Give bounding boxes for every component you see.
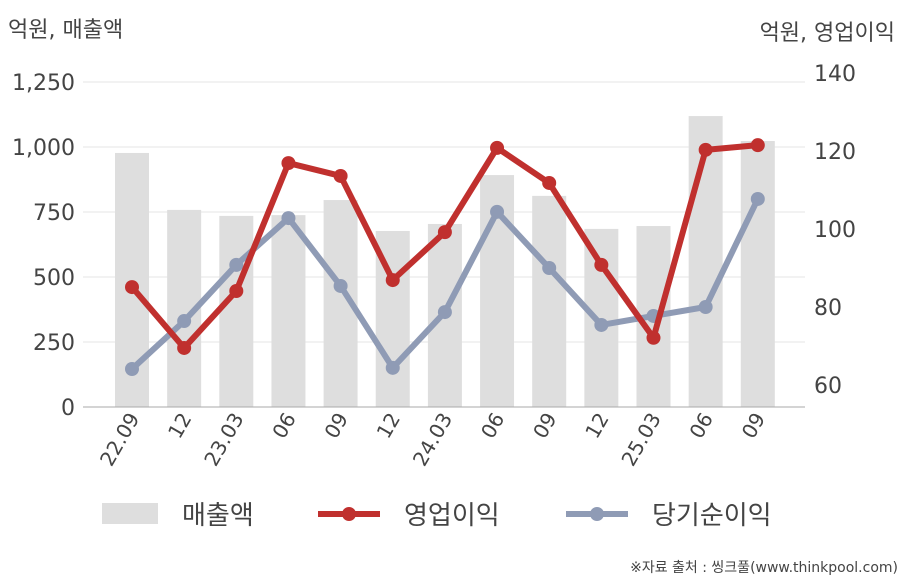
point-당기순이익: [594, 317, 609, 332]
point-당기순이익: [490, 204, 505, 219]
point-영업이익: [229, 284, 244, 299]
point-당기순이익: [437, 305, 452, 320]
bar-06: [271, 215, 306, 407]
point-영업이익: [490, 140, 505, 155]
point-당기순이익: [125, 362, 139, 377]
legend-marker: [590, 507, 604, 521]
point-영업이익: [125, 280, 139, 295]
left-tick-label: 750: [33, 201, 75, 226]
left-tick-label: 250: [33, 331, 75, 356]
point-영업이익: [333, 168, 348, 183]
point-영업이익: [542, 175, 557, 190]
point-당기순이익: [542, 261, 557, 275]
right-tick-label: 80: [814, 296, 842, 321]
legend-label: 매출액: [182, 501, 254, 531]
x-tick-label: 23.03: [199, 409, 248, 471]
point-당기순이익: [385, 360, 400, 375]
x-tick-label: 06: [267, 409, 301, 443]
point-당기순이익: [333, 278, 348, 293]
bar-06: [688, 116, 723, 407]
point-당기순이익: [177, 314, 192, 329]
point-당기순이익: [281, 211, 296, 226]
point-당기순이익: [750, 191, 765, 206]
x-tick-label: 09: [528, 409, 562, 443]
bar-09: [532, 195, 567, 407]
source-note: ※자료 출처 : 씽크풀(www.thinkpool.com): [630, 560, 898, 576]
point-당기순이익: [229, 257, 244, 272]
point-영업이익: [698, 142, 713, 157]
x-tick-label: 25.03: [616, 409, 665, 471]
right-tick-label: 120: [814, 140, 856, 165]
point-영업이익: [177, 340, 192, 355]
right-tick-label: 60: [814, 374, 842, 399]
bar-09: [740, 141, 775, 407]
point-영업이익: [281, 156, 296, 171]
legend-swatch: [102, 503, 158, 524]
legend-marker: [342, 507, 356, 521]
x-tick-label: 12: [580, 409, 614, 443]
legend-label: 당기순이익: [652, 501, 772, 531]
point-당기순이익: [698, 300, 713, 314]
x-tick-label: 09: [737, 409, 771, 443]
x-tick-label: 12: [163, 409, 197, 443]
point-영업이익: [437, 225, 452, 240]
point-영업이익: [594, 257, 609, 272]
x-tick-label: 06: [684, 409, 718, 443]
bar-23.03: [219, 215, 254, 407]
x-tick-label: 12: [372, 409, 406, 443]
x-tick-label: 06: [476, 409, 510, 443]
left-tick-label: 1,250: [12, 71, 75, 96]
right-axis-label: 억원, 영업이익: [760, 21, 895, 46]
left-axis-label: 억원, 매출액: [8, 18, 123, 43]
point-영업이익: [750, 138, 765, 153]
legend-label: 영업이익: [404, 501, 500, 531]
right-tick-label: 100: [814, 218, 856, 243]
point-영업이익: [646, 330, 661, 345]
x-tick-label: 22.09: [95, 409, 144, 471]
point-영업이익: [385, 273, 400, 288]
x-tick-label: 09: [319, 409, 353, 443]
left-tick-label: 500: [33, 266, 75, 291]
left-tick-label: 1,000: [12, 136, 75, 161]
x-tick-label: 24.03: [408, 409, 457, 471]
left-tick-label: 0: [61, 396, 75, 421]
right-tick-label: 140: [814, 62, 856, 87]
